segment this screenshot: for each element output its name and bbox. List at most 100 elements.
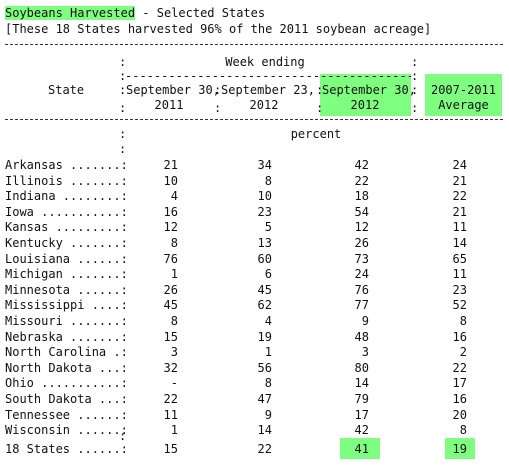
row-col2-value: 19 — [257, 330, 272, 344]
row-state-label: Indiana ........: — [5, 189, 128, 203]
row-col2-value: 8 — [264, 376, 272, 390]
row-state-label: Kansas .........: — [5, 220, 128, 234]
row-col2-value: 45 — [257, 283, 272, 297]
row-state-label: Illinois .......: — [5, 174, 128, 188]
row-col3-value: 54 — [354, 205, 369, 219]
row-col3-value: 26 — [354, 236, 369, 250]
row-col1-value: - — [170, 376, 178, 390]
row-col3-value: 73 — [354, 252, 369, 266]
row-col4-value: 21 — [452, 174, 467, 188]
row-state-label: Missouri .......: — [5, 314, 128, 328]
row-col1-value: 21 — [163, 158, 178, 172]
col2-header-line1: September 23, — [221, 83, 315, 97]
row-state-label: Michigan .......: — [5, 267, 128, 281]
row-col4-value: 16 — [452, 330, 467, 344]
row-col1-value: 15 — [163, 330, 178, 344]
row-col3-value: 14 — [354, 376, 369, 390]
col3-header-line1: September 30, — [322, 83, 416, 97]
header-colon: : — [411, 101, 419, 115]
total-highlight-col3 — [340, 438, 380, 459]
col3-header-line2: 2012 — [350, 98, 380, 112]
col2-header-line2: 2012 — [249, 98, 279, 112]
row-col4-value: 65 — [452, 252, 467, 266]
row-col2-value: 60 — [257, 252, 272, 266]
report-title: Soybeans Harvested - Selected States — [5, 5, 265, 21]
row-col2-value: 14 — [257, 423, 272, 437]
row-col3-value: 42 — [354, 158, 369, 172]
row-col4-value: 8 — [459, 423, 467, 437]
header-colon: : — [119, 101, 127, 115]
row-col2-value: 1 — [264, 345, 272, 359]
row-col3-value: 3 — [361, 345, 369, 359]
body-colon: : — [119, 429, 127, 443]
row-state-label: Nebraska .......: — [5, 330, 128, 344]
header-colon: : — [316, 101, 324, 115]
row-state-label: Minnesota ......: — [5, 283, 128, 297]
header-highlight-col4 — [425, 74, 502, 116]
total-highlight-col4 — [445, 438, 475, 459]
title-highlight: Soybeans Harvested — [5, 6, 136, 20]
row-col1-value: 10 — [163, 174, 178, 188]
header-highlight-col3 — [320, 74, 411, 116]
row-col2-value: 10 — [257, 189, 272, 203]
row-col3-value: 48 — [354, 330, 369, 344]
week-ending-label: Week ending — [225, 55, 305, 69]
row-state-label: South Dakota ...: — [5, 392, 128, 406]
row-state-label: North Carolina .: — [5, 345, 128, 359]
total-col2-value: 22 — [257, 442, 272, 456]
row-col1-value: 3 — [170, 345, 178, 359]
col1-header-line1: September 30, — [126, 83, 220, 97]
total-col1-value: 15 — [163, 442, 178, 456]
row-col1-value: 26 — [163, 283, 178, 297]
row-col2-value: 56 — [257, 361, 272, 375]
row-col3-value: 22 — [354, 174, 369, 188]
row-col4-value: 22 — [452, 361, 467, 375]
row-col4-value: 8 — [459, 314, 467, 328]
row-col4-value: 22 — [452, 189, 467, 203]
row-col2-value: 23 — [257, 205, 272, 219]
row-col3-value: 24 — [354, 267, 369, 281]
total-col3-value: 41 — [354, 442, 369, 456]
row-col1-value: 1 — [170, 423, 178, 437]
row-col3-value: 12 — [354, 220, 369, 234]
header-colon: : — [411, 55, 419, 69]
row-col2-value: 8 — [264, 174, 272, 188]
row-col3-value: 9 — [361, 314, 369, 328]
row-state-label: North Dakota ...: — [5, 361, 128, 375]
row-col2-value: 13 — [257, 236, 272, 250]
body-colon: : — [119, 142, 127, 156]
total-col4-value: 19 — [452, 442, 467, 456]
row-state-label: Louisiana ......: — [5, 252, 128, 266]
row-col3-value: 18 — [354, 189, 369, 203]
row-col2-value: 6 — [264, 267, 272, 281]
header-colon: : — [316, 83, 324, 97]
row-col3-value: 77 — [354, 298, 369, 312]
total-state-label: 18 States ......: — [5, 442, 128, 456]
row-col4-value: 23 — [452, 283, 467, 297]
row-col1-value: 4 — [170, 189, 178, 203]
header-colon: : — [119, 55, 127, 69]
row-col1-value: 22 — [163, 392, 178, 406]
header-colon: : — [411, 69, 419, 83]
row-col4-value: 2 — [459, 345, 467, 359]
row-col1-value: 76 — [163, 252, 178, 266]
row-col2-value: 4 — [264, 314, 272, 328]
header-colon: : — [411, 83, 419, 97]
row-col1-value: 45 — [163, 298, 178, 312]
row-col1-value: 16 — [163, 205, 178, 219]
row-col4-value: 14 — [452, 236, 467, 250]
row-col1-value: 12 — [163, 220, 178, 234]
unit-label: percent — [290, 127, 342, 141]
row-state-label: Wisconsin ......: — [5, 423, 128, 437]
row-col4-value: 17 — [452, 376, 467, 390]
row-state-label: Iowa ...........: — [5, 205, 128, 219]
header-colon: : — [119, 83, 127, 97]
row-state-label: Arkansas .......: — [5, 158, 128, 172]
row-state-label: Kentucky .......: — [5, 236, 128, 250]
separator-header — [5, 119, 503, 120]
row-col3-value: 17 — [354, 408, 369, 422]
header-colon: : — [214, 101, 222, 115]
col1-header-line2: 2011 — [154, 98, 184, 112]
row-col4-value: 21 — [452, 205, 467, 219]
row-state-label: Ohio ...........: — [5, 376, 128, 390]
